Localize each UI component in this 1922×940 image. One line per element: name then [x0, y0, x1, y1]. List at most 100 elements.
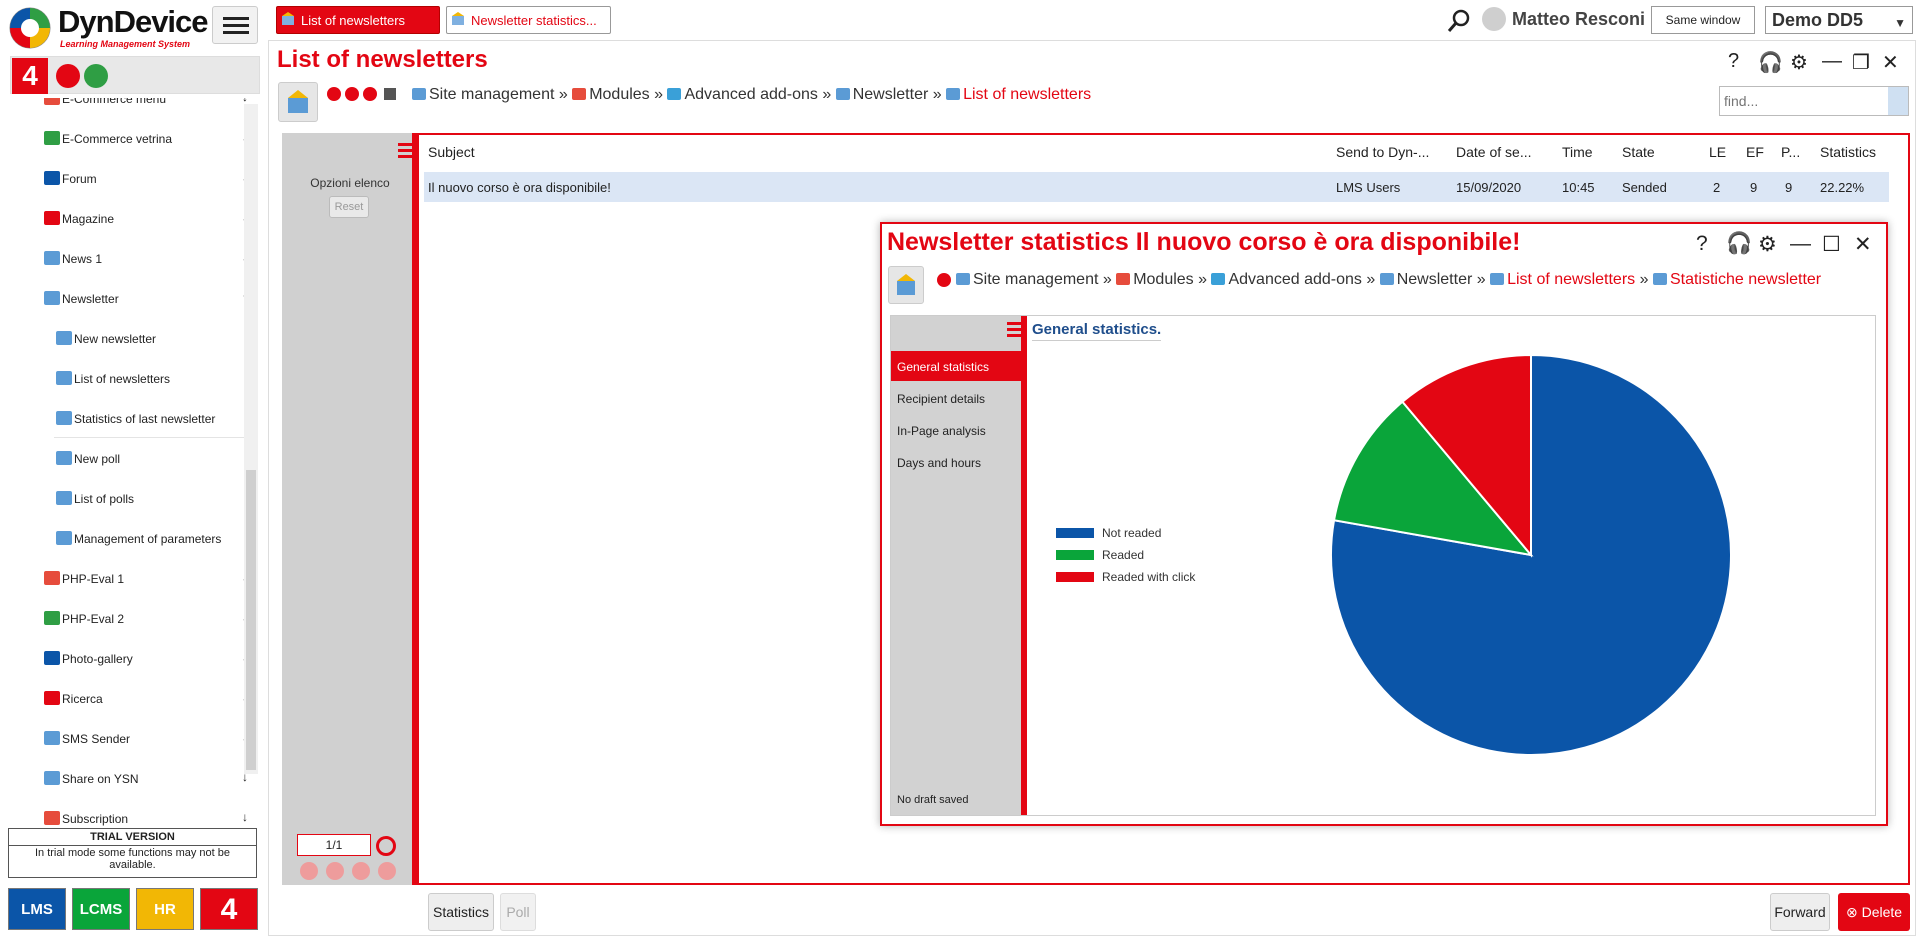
breadcrumb-item[interactable]: Site management: [973, 271, 1099, 288]
legend-label: Not readed: [1102, 526, 1162, 540]
pie-slice[interactable]: [1332, 400, 1534, 557]
sidebar-scroll-thumb[interactable]: [246, 470, 256, 770]
hamburger-menu-button[interactable]: [212, 6, 258, 44]
column-header[interactable]: P...: [1781, 144, 1801, 160]
search-button[interactable]: [1888, 87, 1908, 115]
list-menu-icon[interactable]: [398, 142, 414, 160]
record-icon[interactable]: [936, 272, 952, 288]
help-icon[interactable]: ?: [1696, 232, 1708, 255]
sidebar-item[interactable]: Ricerca↓: [42, 678, 248, 718]
page-input[interactable]: 1/1: [297, 834, 371, 856]
sidebar-item-label: Newsletter: [62, 292, 119, 306]
column-header[interactable]: LE: [1709, 144, 1727, 160]
search-icon[interactable]: [1446, 8, 1472, 34]
pie-slice[interactable]: [1401, 353, 1532, 558]
sidebar-item[interactable]: Share on YSN ↓: [42, 758, 248, 798]
same-window-button[interactable]: Same window: [1651, 6, 1755, 34]
sidebar-item[interactable]: Forum↓: [42, 158, 248, 198]
product-hr-button[interactable]: HR: [136, 888, 194, 930]
product-four-button[interactable]: 4: [200, 888, 258, 930]
sidebar-item[interactable]: PHP-Eval 2↓: [42, 598, 248, 638]
delete-button[interactable]: ⊗ Delete: [1838, 893, 1910, 931]
last-page-icon[interactable]: [378, 862, 396, 880]
dialog-nav-item[interactable]: Recipient details: [897, 392, 986, 406]
first-page-icon[interactable]: [300, 862, 318, 880]
sidebar-item[interactable]: SMS Sender↓: [42, 718, 248, 758]
poll-button[interactable]: Poll: [500, 893, 536, 931]
dialog-nav-item[interactable]: Days and hours: [897, 456, 982, 470]
sidebar-item[interactable]: E-Commerce menu ↓: [42, 98, 248, 118]
arrow-down-icon[interactable]: ↓: [242, 810, 248, 824]
prev-page-icon[interactable]: [326, 862, 344, 880]
column-header[interactable]: EF: [1746, 144, 1764, 160]
breadcrumb-item[interactable]: Newsletter: [1396, 271, 1473, 288]
sidebar-item[interactable]: Subscription ↓: [42, 798, 248, 828]
avatar[interactable]: [1482, 7, 1506, 31]
arrow-down-icon[interactable]: ↓: [242, 770, 248, 784]
breadcrumb-item[interactable]: List of newsletters: [963, 86, 1092, 103]
close-icon[interactable]: ✕: [1854, 233, 1872, 256]
sidebar-item[interactable]: E-Commerce vetrina↓: [42, 118, 248, 158]
sidebar-item[interactable]: Management of parameters: [54, 518, 248, 558]
column-header[interactable]: Send to Dyn-...: [1336, 144, 1430, 160]
maximize-icon[interactable]: ☐: [1822, 233, 1841, 256]
breadcrumb-item[interactable]: Newsletter: [852, 86, 929, 103]
globe-icon[interactable]: [84, 64, 108, 88]
restore-icon[interactable]: ❐: [1852, 52, 1870, 74]
logo-mark-icon: [9, 7, 51, 49]
headset-icon[interactable]: 🎧: [1758, 52, 1783, 74]
breadcrumb-item[interactable]: Statistiche newsletter: [1669, 271, 1822, 288]
breadcrumb-item[interactable]: Site management: [429, 86, 555, 103]
reset-button[interactable]: Reset: [329, 196, 369, 218]
legend-label: Readed with click: [1102, 570, 1196, 584]
sidebar-item[interactable]: List of newsletters: [54, 358, 248, 398]
headset-icon[interactable]: 🎧: [1726, 232, 1753, 255]
breadcrumb-item[interactable]: Advanced add-ons: [1228, 271, 1362, 288]
environment-select[interactable]: Demo DD5 ▼: [1765, 6, 1913, 34]
breadcrumb-item[interactable]: Modules: [1133, 271, 1194, 288]
gear-icon[interactable]: ⚙: [1758, 233, 1777, 256]
sidebar-item[interactable]: Statistics of last newsletter: [54, 398, 248, 438]
dialog-nav-item[interactable]: General statistics: [891, 351, 1021, 381]
next-page-icon[interactable]: [352, 862, 370, 880]
user-name[interactable]: Matteo Resconi: [1512, 9, 1646, 29]
column-header[interactable]: Date of se...: [1456, 144, 1532, 160]
sidebar-item[interactable]: New poll: [54, 438, 248, 478]
power-icon[interactable]: [56, 64, 80, 88]
dialog-nav-item[interactable]: In-Page analysis: [897, 424, 986, 438]
column-header[interactable]: State: [1622, 144, 1655, 160]
gear-icon[interactable]: ⚙: [1790, 52, 1808, 74]
toolbar-icons[interactable]: [326, 86, 398, 102]
sidebar-item[interactable]: Photo-gallery↓: [42, 638, 248, 678]
sidebar-item[interactable]: News 1↓: [42, 238, 248, 278]
sidebar-item[interactable]: New newsletter: [54, 318, 248, 358]
help-icon[interactable]: ?: [1728, 50, 1740, 72]
statistics-button[interactable]: Statistics: [428, 893, 494, 931]
tab-list-of-newsletters[interactable]: List of newsletters: [276, 6, 440, 34]
arrow-down-icon[interactable]: ↓: [242, 98, 248, 104]
column-header[interactable]: Subject: [428, 144, 475, 160]
search-input[interactable]: [1724, 93, 1884, 109]
pie-slice[interactable]: [1330, 353, 1732, 756]
sidebar-item[interactable]: List of polls: [54, 478, 248, 518]
minimize-icon[interactable]: —: [1790, 232, 1811, 255]
four-logo[interactable]: 4: [12, 58, 48, 94]
sidebar-item-label: E-Commerce vetrina: [62, 132, 173, 146]
product-lms-button[interactable]: LMS: [8, 888, 66, 930]
close-icon[interactable]: ✕: [1882, 52, 1899, 74]
tab-newsletter-statistics[interactable]: Newsletter statistics...: [446, 6, 611, 34]
refresh-icon[interactable]: [376, 836, 396, 856]
sidebar-item[interactable]: Newsletter↑: [42, 278, 248, 318]
column-header[interactable]: Statistics: [1820, 144, 1877, 160]
table-row[interactable]: [424, 172, 1889, 202]
column-header[interactable]: Time: [1562, 144, 1593, 160]
breadcrumb-item[interactable]: Advanced add-ons: [684, 86, 818, 103]
sidebar-item[interactable]: PHP-Eval 1↓: [42, 558, 248, 598]
forward-button[interactable]: Forward: [1770, 893, 1830, 931]
sidebar-item[interactable]: Magazine↓: [42, 198, 248, 238]
breadcrumb-item[interactable]: List of newsletters: [1507, 271, 1636, 288]
breadcrumb-item[interactable]: Modules: [589, 86, 650, 103]
nav-menu-icon[interactable]: [1007, 321, 1023, 339]
product-lcms-button[interactable]: LCMS: [72, 888, 130, 930]
minimize-icon[interactable]: —: [1822, 50, 1842, 72]
